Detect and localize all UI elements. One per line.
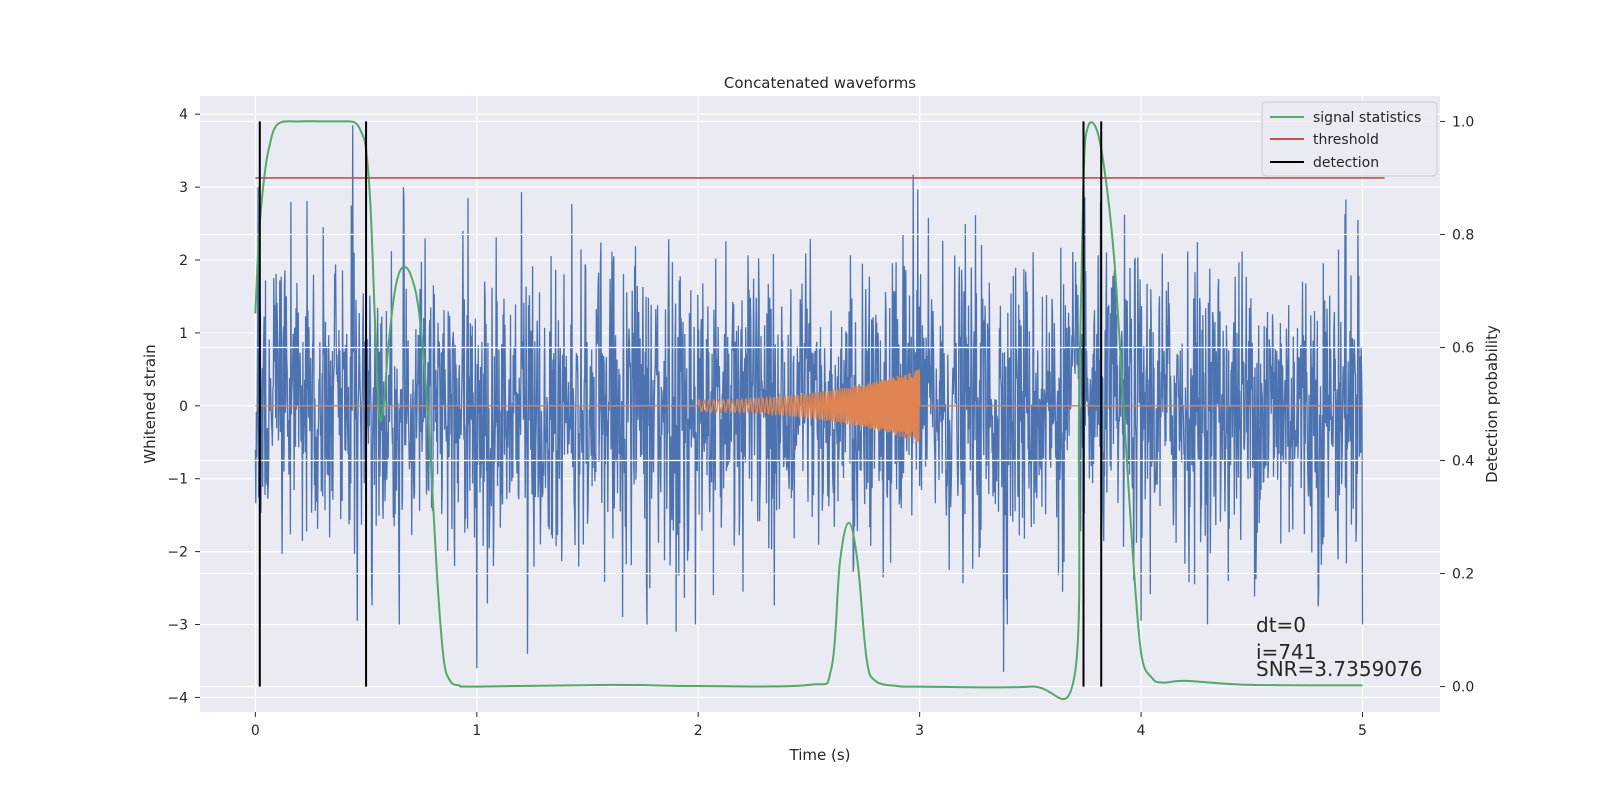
annotation-snr: SNR=3.7359076 xyxy=(1256,657,1422,681)
y2-tick-label: 0.6 xyxy=(1452,340,1474,356)
annotations: dt=0 i=741 SNR=3.7359076 xyxy=(1256,613,1422,681)
y-tick-label: −3 xyxy=(167,618,188,634)
annotation-dt: dt=0 xyxy=(1256,613,1306,637)
y2-tick-label: 1.0 xyxy=(1452,114,1474,130)
y2-tick-label: 0.4 xyxy=(1452,454,1474,470)
detection-lines xyxy=(258,121,1103,687)
legend-label-threshold: threshold xyxy=(1313,132,1379,148)
y-tick-label: 2 xyxy=(179,253,188,269)
y-tick-label: −2 xyxy=(167,545,188,561)
x-tick-label: 3 xyxy=(915,723,924,739)
y2-tick-label: 0.8 xyxy=(1452,227,1474,243)
y-tick-label: 3 xyxy=(179,180,188,196)
legend-box xyxy=(1261,101,1438,177)
y2-tick-label: 0.0 xyxy=(1452,680,1474,696)
x-axis-ticks: 0 1 2 3 4 5 xyxy=(251,712,1367,739)
right-axis-grid-lines xyxy=(200,120,1440,688)
y2-axis-ticks: 0.0 0.2 0.4 0.6 0.8 1.0 xyxy=(1440,114,1474,696)
chart-title: Concatenated waveforms xyxy=(724,74,916,92)
y-axis-label: Whitened strain xyxy=(141,344,159,463)
y-tick-label: 4 xyxy=(179,107,188,123)
strain-noise-line xyxy=(254,125,1364,672)
y-axis-ticks: −4 −3 −2 −1 0 1 2 3 4 xyxy=(167,107,200,706)
signal-statistics-line xyxy=(254,120,1363,701)
x-tick-label: 2 xyxy=(694,723,703,739)
legend-label-detection: detection xyxy=(1313,155,1379,171)
annotation-index: i=741 xyxy=(1256,640,1317,664)
y-tick-label: 1 xyxy=(179,326,188,342)
y-tick-label: 0 xyxy=(179,399,188,415)
y-tick-label: −1 xyxy=(167,472,188,488)
y2-axis-label: Detection probability xyxy=(1483,325,1501,483)
legend: signal statistics threshold detection xyxy=(1261,101,1438,177)
y-tick-label: −4 xyxy=(167,690,188,706)
x-tick-label: 4 xyxy=(1137,723,1146,739)
y2-tick-label: 0.2 xyxy=(1452,567,1474,583)
x-axis-label: Time (s) xyxy=(789,746,851,764)
x-tick-label: 0 xyxy=(251,723,260,739)
legend-label-signal-statistics: signal statistics xyxy=(1313,110,1421,126)
injected-chirp-line xyxy=(255,369,1363,442)
x-tick-label: 5 xyxy=(1358,723,1367,739)
x-tick-label: 1 xyxy=(472,723,481,739)
